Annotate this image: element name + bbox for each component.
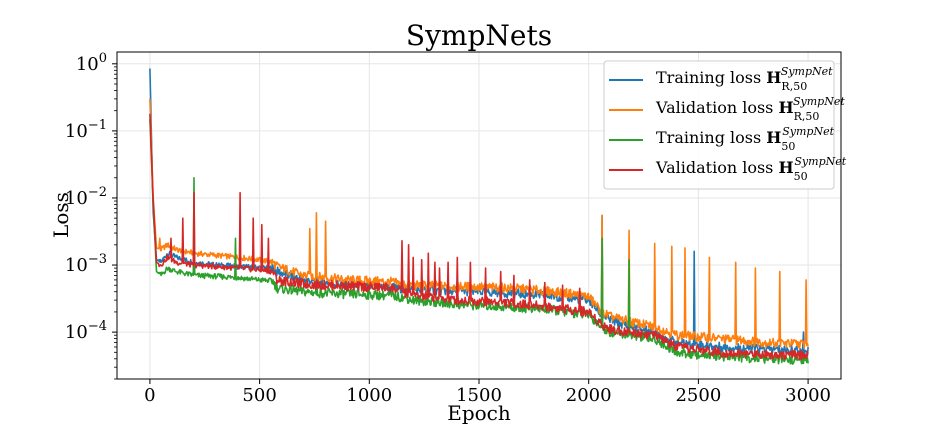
- x-tick-label: 1000: [346, 385, 392, 406]
- x-tick-label: 1500: [456, 385, 502, 406]
- legend-label: Validation loss HR,50SympNet: [655, 95, 845, 123]
- y-tick-label: 100: [76, 51, 107, 75]
- x-tick-label: 500: [242, 385, 276, 406]
- x-tick-label: 3000: [785, 385, 831, 406]
- y-tick-label: 10−4: [65, 319, 107, 343]
- legend-label: Training loss H50SympNet: [656, 125, 835, 153]
- series-line-3: [149, 119, 809, 365]
- legend-box: [603, 60, 835, 190]
- series-line-2: [149, 98, 809, 350]
- y-tick-label: 10−1: [65, 118, 107, 142]
- series-group: [149, 68, 809, 365]
- x-tick-label: 2000: [566, 385, 612, 406]
- x-tick-label: 0: [144, 385, 155, 406]
- axis-ticks: 0 500 1000 1500 2000 2500 3000 10−4 10−3 10−2 10−1…: [65, 51, 831, 406]
- y-axis-label: Loss: [49, 192, 73, 238]
- x-tick-label: 2500: [675, 385, 721, 406]
- legend-label: Validation loss H50SympNet: [655, 155, 847, 183]
- y-tick-label: 10−3: [65, 252, 107, 276]
- legend-label: Training loss HR,50SympNet: [656, 65, 833, 93]
- series-line-4: [149, 113, 809, 361]
- chart-title: SympNets: [406, 19, 552, 52]
- y-tick-label: 10−2: [65, 185, 107, 209]
- x-axis-label: Epoch: [447, 401, 511, 425]
